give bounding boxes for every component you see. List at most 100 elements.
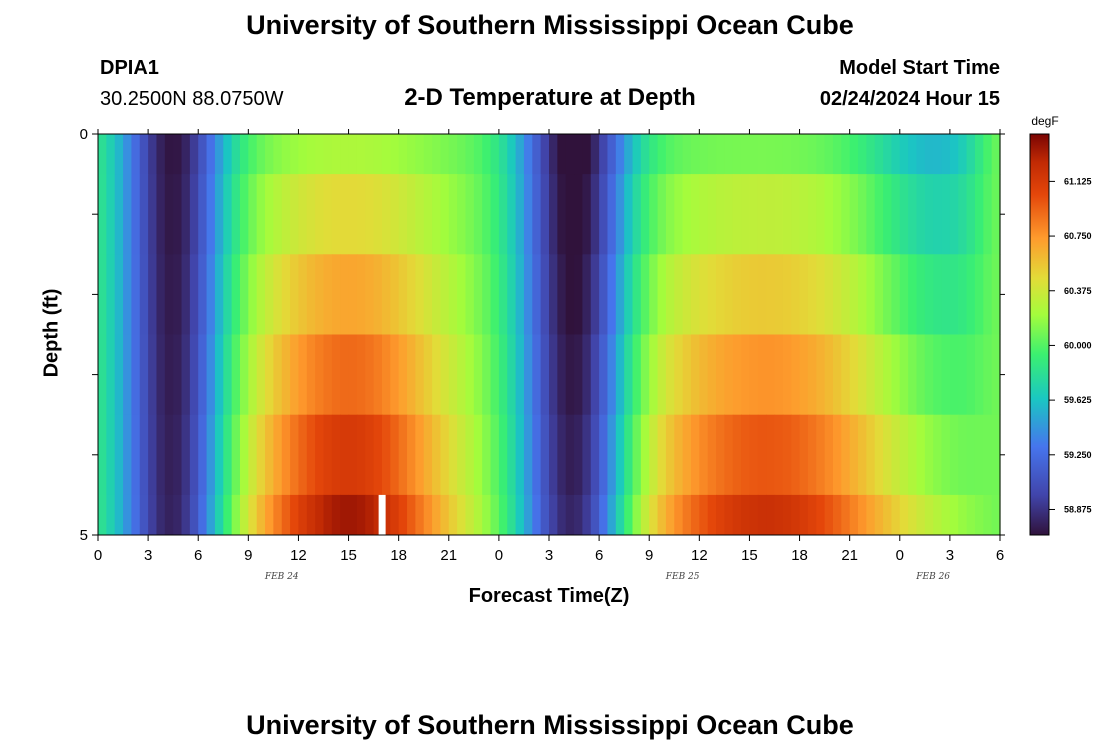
- heatmap-cell: [657, 254, 667, 335]
- heatmap-cell: [365, 334, 375, 416]
- heatmap-cell: [807, 174, 817, 255]
- heatmap-cell: [173, 334, 183, 416]
- heatmap-cell: [624, 334, 634, 416]
- heatmap-cell: [415, 134, 425, 175]
- heatmap-cell: [858, 174, 867, 255]
- colorbar-tick-label: 60.000: [1064, 340, 1092, 350]
- heatmap-cell: [841, 414, 851, 496]
- heatmap-cell: [807, 414, 817, 496]
- heatmap-cell: [323, 334, 333, 416]
- heatmap-cell: [298, 494, 308, 536]
- heatmap-cell: [507, 334, 517, 416]
- heatmap-cell: [281, 494, 291, 536]
- heatmap-cell: [239, 134, 249, 175]
- heatmap-cell: [632, 254, 642, 335]
- heatmap-cell: [164, 254, 174, 335]
- colorbar-ticks: 58.875 59.250 59.625 60.000 60.375 60.750 61.1…: [1049, 176, 1092, 514]
- heatmap-cell: [323, 494, 333, 536]
- heatmap-cell: [841, 254, 851, 335]
- heatmap-cell: [716, 134, 725, 175]
- heatmap-cell: [816, 134, 826, 175]
- heatmap-cell: [732, 134, 742, 175]
- heatmap-cell: [766, 134, 776, 175]
- x-tick-label: 0: [495, 547, 503, 564]
- colorbar: [1029, 133, 1050, 536]
- heatmap-cell: [991, 494, 1001, 536]
- heatmap-cell: [941, 334, 951, 416]
- x-tick-label: 18: [791, 547, 808, 564]
- heatmap-cell: [198, 254, 208, 335]
- heatmap-cell: [164, 174, 174, 255]
- heatmap-cell: [131, 494, 141, 536]
- heatmap-cell: [231, 414, 241, 496]
- heatmap-cell: [874, 414, 884, 496]
- heatmap-cell: [390, 494, 400, 536]
- heatmap-cell: [799, 334, 809, 416]
- heatmap-cell: [757, 254, 767, 335]
- heatmap-cell: [599, 254, 609, 335]
- heatmap-cell: [749, 174, 759, 255]
- heatmap-cell: [874, 174, 884, 255]
- heatmap-cell: [665, 494, 675, 536]
- heatmap-cell: [916, 134, 926, 175]
- heatmap-cell: [507, 174, 517, 255]
- x-tick-label: 9: [645, 547, 653, 564]
- heatmap-cell: [974, 174, 984, 255]
- heatmap-cell: [148, 414, 158, 496]
- heatmap-cell: [891, 414, 901, 496]
- heatmap-cell: [457, 134, 467, 175]
- heatmap-cell: [114, 174, 124, 255]
- heatmap-cell: [599, 174, 609, 255]
- heatmap-cell: [983, 494, 993, 536]
- heatmap-cell: [841, 174, 851, 255]
- heatmap-cell: [657, 174, 667, 255]
- heatmap-cell: [164, 334, 174, 416]
- heatmap-cell: [858, 254, 867, 335]
- heatmap-cell: [290, 494, 300, 536]
- x-tick-label: 3: [144, 547, 152, 564]
- heatmap-cell: [532, 414, 542, 496]
- heatmap-cell: [732, 174, 742, 255]
- x-tick-label: 15: [340, 547, 357, 564]
- heatmap-cell: [908, 174, 918, 255]
- heatmap-cell: [791, 174, 801, 255]
- heatmap-cell: [114, 334, 124, 416]
- heatmap-cell: [457, 334, 467, 416]
- heatmap-cell: [457, 494, 467, 536]
- x-tick-label: 6: [996, 547, 1004, 564]
- heatmap-cell: [849, 334, 859, 416]
- heatmap-cell: [941, 134, 951, 175]
- heatmap-cell: [365, 134, 375, 175]
- heatmap-cell: [632, 174, 642, 255]
- heatmap-cell: [507, 134, 517, 175]
- heatmap-cell: [724, 414, 734, 496]
- heatmap-cell: [373, 494, 383, 536]
- heatmap-cell: [699, 174, 709, 255]
- heatmap-cell: [323, 254, 333, 335]
- heatmap-cell: [490, 174, 500, 255]
- y-tick-label: 0: [80, 126, 88, 143]
- x-tick-label: 0: [94, 547, 102, 564]
- heatmap-cell: [373, 254, 383, 335]
- heatmap-cell: [741, 174, 751, 255]
- heatmap-cell: [966, 254, 976, 335]
- heatmap-cell: [340, 174, 350, 255]
- heatmap-cell: [832, 134, 842, 175]
- heatmap-cell: [206, 414, 216, 496]
- heatmap-cell: [916, 414, 926, 496]
- heatmap-cell: [958, 174, 968, 255]
- heatmap-cell: [824, 334, 834, 416]
- heatmap-cell: [816, 254, 826, 335]
- heatmap-cell: [549, 254, 558, 335]
- heatmap-cell: [899, 174, 909, 255]
- heatmap-cell: [432, 134, 442, 175]
- heatmap-cell: [774, 174, 784, 255]
- heatmap-cell: [139, 254, 149, 335]
- heatmap-cell: [507, 494, 517, 536]
- heatmap-cell: [139, 174, 149, 255]
- heatmap-cell: [991, 414, 1001, 496]
- heatmap-cell: [807, 494, 817, 536]
- heatmap-cell: [181, 254, 191, 335]
- heatmap-cell: [949, 494, 959, 536]
- heatmap-cell: [173, 134, 183, 175]
